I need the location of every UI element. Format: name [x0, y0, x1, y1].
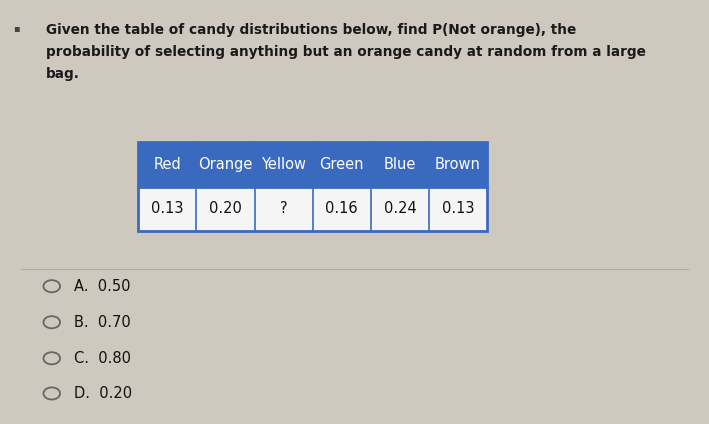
Text: B.  0.70: B. 0.70 — [74, 315, 131, 330]
Text: ?: ? — [280, 201, 287, 216]
Text: Blue: Blue — [384, 157, 416, 172]
Bar — [138, 142, 487, 187]
Text: probability of selecting anything but an orange candy at random from a large: probability of selecting anything but an… — [46, 45, 646, 59]
Text: 0.20: 0.20 — [209, 201, 242, 216]
Text: C.  0.80: C. 0.80 — [74, 351, 131, 366]
Text: Brown: Brown — [435, 157, 481, 172]
Text: ▪: ▪ — [13, 23, 19, 33]
Bar — [138, 187, 487, 231]
Text: Orange: Orange — [199, 157, 252, 172]
Text: Given the table of candy distributions below, find P(Not orange), the: Given the table of candy distributions b… — [46, 23, 576, 37]
Text: 0.24: 0.24 — [384, 201, 416, 216]
Text: Red: Red — [153, 157, 182, 172]
Text: bag.: bag. — [46, 67, 80, 81]
Text: Green: Green — [320, 157, 364, 172]
Text: 0.13: 0.13 — [151, 201, 184, 216]
Text: 0.13: 0.13 — [442, 201, 474, 216]
Bar — [138, 142, 487, 231]
Text: 0.16: 0.16 — [325, 201, 358, 216]
Text: A.  0.50: A. 0.50 — [74, 279, 131, 294]
Text: D.  0.20: D. 0.20 — [74, 386, 133, 401]
Text: Yellow: Yellow — [261, 157, 306, 172]
